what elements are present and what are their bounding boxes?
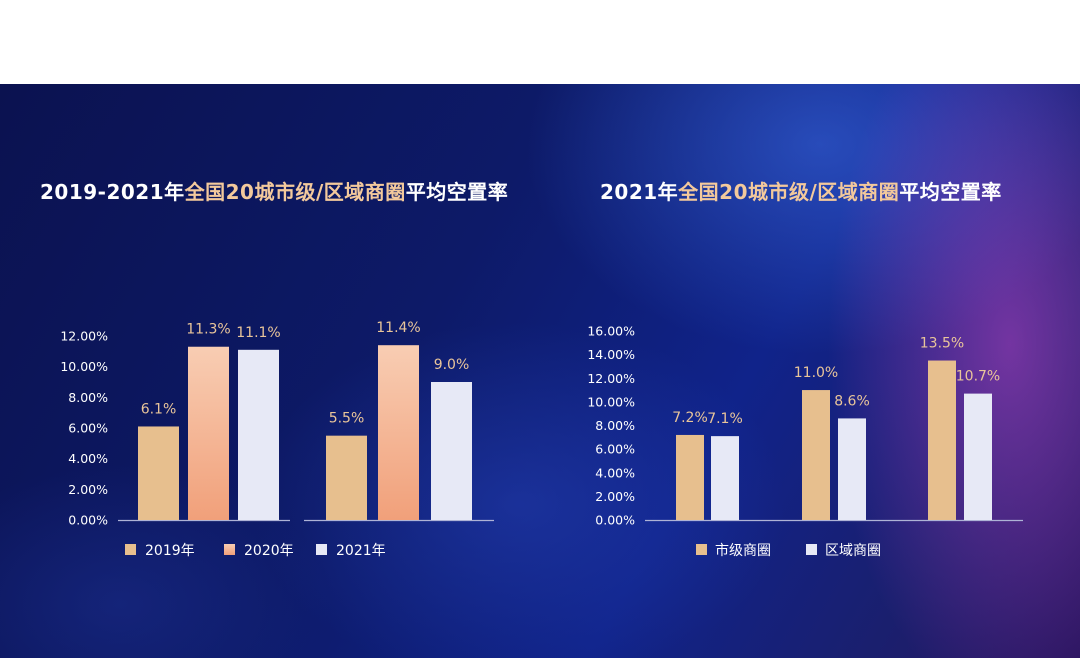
bar <box>676 434 704 520</box>
y-tick-label: 2.00% <box>595 489 635 504</box>
data-label: 11.0% <box>794 365 838 381</box>
legend-swatch <box>696 544 707 555</box>
legend-label: 2019年 <box>145 543 195 559</box>
title-right-highlight: 全国20城市级/区域商圈 <box>678 180 900 204</box>
title-right-pre: 2021年 <box>600 180 679 204</box>
bar <box>838 418 866 520</box>
title-left-highlight: 全国20城市级/区域商圈 <box>184 180 406 204</box>
data-label: 7.1% <box>707 411 743 427</box>
y-tick-label: 8.00% <box>68 390 108 405</box>
data-label: 5.5% <box>329 411 365 427</box>
data-label: 13.5% <box>920 336 964 352</box>
y-tick-label: 10.00% <box>587 394 635 409</box>
title-left-post: 平均空置率 <box>405 180 509 204</box>
y-tick-label: 12.00% <box>60 329 108 344</box>
y-tick-label: 8.00% <box>595 418 635 433</box>
bar <box>928 360 956 520</box>
data-label: 11.3% <box>186 322 230 338</box>
bar <box>431 382 472 520</box>
legend-label: 区域商圈 <box>825 543 881 559</box>
legend-swatch <box>806 544 817 555</box>
bar <box>802 390 830 520</box>
y-tick-label: 6.00% <box>595 442 635 457</box>
bar <box>138 426 179 520</box>
y-tick-label: 14.00% <box>587 347 635 362</box>
legend-swatch <box>224 544 235 555</box>
legend-label: 2020年 <box>244 543 294 559</box>
data-label: 6.1% <box>141 401 177 417</box>
data-label: 11.1% <box>236 325 280 341</box>
background-panel <box>0 84 1080 658</box>
data-label: 9.0% <box>434 357 470 373</box>
bar <box>326 435 367 520</box>
y-tick-label: 4.00% <box>68 451 108 466</box>
data-label: 10.7% <box>956 369 1000 385</box>
chart-title-right: 2021年全国20城市级/区域商圈平均空置率 <box>600 176 1002 205</box>
legend-label: 2021年 <box>336 543 386 559</box>
bar <box>238 349 279 520</box>
y-tick-label: 4.00% <box>595 465 635 480</box>
vacancy-chart-2019-2021: 0.00% 2.00% 4.00% 6.00% 8.00% 10.00% 12.00% 6.1… <box>60 320 494 559</box>
vacancy-chart-2021: 0.00% 2.00% 4.00% 6.00% 8.00% 10.00% 12.00% 14.… <box>587 324 1023 559</box>
data-label: 7.2% <box>672 410 708 426</box>
legend-label: 市级商圈 <box>715 542 771 559</box>
y-tick-label: 12.00% <box>587 371 635 386</box>
bar <box>711 436 739 520</box>
legend-swatch <box>125 544 136 555</box>
title-left-pre: 2019-2021年 <box>40 180 185 204</box>
legend-swatch <box>316 544 327 555</box>
y-tick-label: 16.00% <box>587 324 635 339</box>
y-tick-label: 2.00% <box>68 482 108 497</box>
bar <box>188 346 229 520</box>
bar <box>378 345 419 520</box>
bar <box>964 393 992 520</box>
title-right-post: 平均空置率 <box>899 180 1002 204</box>
y-tick-label: 0.00% <box>595 513 635 528</box>
data-label: 11.4% <box>376 320 420 336</box>
chart-title-left: 2019-2021年全国20城市级/区域商圈平均空置率 <box>40 176 508 205</box>
y-tick-label: 6.00% <box>68 421 108 436</box>
y-tick-label: 10.00% <box>60 359 108 374</box>
y-tick-label: 0.00% <box>68 513 108 528</box>
data-label: 8.6% <box>834 393 870 409</box>
